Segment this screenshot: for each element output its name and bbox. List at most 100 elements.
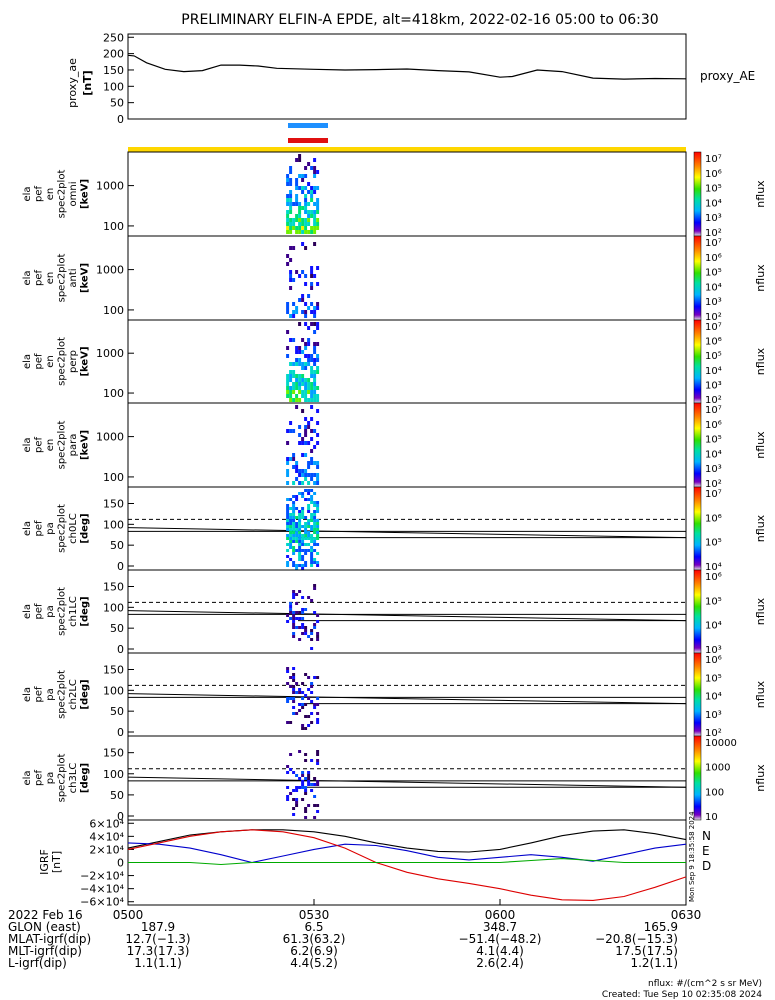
spectrogram-pixel bbox=[295, 158, 299, 162]
spectrogram-pixel bbox=[316, 370, 320, 374]
orbit-value: −51.4(−48.2) bbox=[459, 932, 542, 946]
spectrogram-pixel bbox=[295, 531, 299, 534]
spectrogram-pixel bbox=[286, 226, 290, 230]
panel-frame bbox=[127, 652, 687, 737]
spectrogram-pixel bbox=[289, 697, 293, 700]
spectrogram-pixel bbox=[301, 549, 305, 552]
spectrogram-pixel bbox=[316, 354, 320, 358]
spectrogram-pixel bbox=[295, 798, 299, 801]
spectrogram-pixel bbox=[289, 602, 293, 605]
spectrogram-pixel bbox=[289, 198, 293, 202]
spectrogram-pixel bbox=[316, 537, 320, 540]
spectrogram-pixel bbox=[304, 608, 308, 611]
spectrogram-pixel bbox=[304, 759, 308, 762]
spectrogram-pixel bbox=[313, 510, 317, 513]
spectrogram-pixel bbox=[304, 632, 308, 635]
spectrogram-pixel bbox=[310, 537, 314, 540]
spectrogram-pixel bbox=[298, 425, 302, 429]
spectrogram-pixel bbox=[289, 507, 293, 510]
spectrogram-pixel bbox=[304, 429, 308, 433]
spectrogram-pixel bbox=[292, 691, 296, 694]
spectrogram-pixel bbox=[301, 783, 305, 786]
time-tick-label: 0630 bbox=[671, 908, 702, 922]
spectrogram-pixel bbox=[301, 780, 305, 783]
orbit-value: 17.5(17.5) bbox=[615, 944, 678, 958]
spectrogram-pixel bbox=[310, 382, 314, 386]
spectrogram-pixel bbox=[310, 354, 314, 358]
spectrogram-pixel bbox=[289, 390, 293, 394]
panel-ylabel: en bbox=[45, 272, 56, 285]
spectrogram-pixel bbox=[316, 306, 320, 310]
spectrogram-pixel bbox=[304, 394, 308, 398]
spectrogram-pixel bbox=[298, 531, 302, 534]
spectrogram-pixel bbox=[286, 254, 290, 258]
spectrogram-pixel bbox=[307, 783, 311, 786]
spectrogram-pixel bbox=[304, 314, 308, 318]
spectrogram-pixel bbox=[301, 691, 305, 694]
colorbar-tick-label: 10³ bbox=[705, 464, 722, 475]
spectrogram-pixel bbox=[310, 394, 314, 398]
spectrogram-pixel bbox=[301, 298, 305, 302]
spectrogram-pixel bbox=[304, 753, 308, 756]
igrf-ytick-label: 4×10⁴ bbox=[89, 830, 124, 843]
spectrogram-pixel bbox=[316, 750, 320, 753]
spectrogram-pixel bbox=[313, 549, 317, 552]
spectrogram-pixel bbox=[295, 202, 299, 206]
spectrogram-pixel bbox=[307, 507, 311, 510]
spectrogram-pixel bbox=[304, 210, 308, 214]
spectrogram-pixel bbox=[304, 792, 308, 795]
spectrogram-pixel bbox=[304, 525, 308, 528]
spectrogram-pixel bbox=[289, 270, 293, 274]
ae-ytick-label: 250 bbox=[103, 31, 124, 44]
spectrogram-pixel bbox=[289, 386, 293, 390]
spectrogram-pixel bbox=[310, 495, 314, 498]
spectrogram-pixel bbox=[295, 564, 299, 567]
spectrogram-pixel bbox=[301, 697, 305, 700]
spectrogram-pixel bbox=[295, 270, 299, 274]
spectrogram-pixel bbox=[298, 230, 302, 234]
spectrogram-pixel bbox=[304, 274, 308, 278]
spectrogram-pixel bbox=[292, 519, 296, 522]
spectrogram-pixel bbox=[289, 226, 293, 230]
orbit-value: 6.2(6.9) bbox=[290, 944, 338, 958]
spectrogram-pixel bbox=[292, 789, 296, 792]
panel-ylabel: pa bbox=[45, 688, 56, 700]
spectrogram-pixel bbox=[313, 230, 317, 234]
spectrogram-pixel bbox=[295, 350, 299, 354]
spectrogram-pixel bbox=[286, 218, 290, 222]
ae-ytick-label: 150 bbox=[103, 64, 124, 77]
spectrogram-pixel bbox=[298, 386, 302, 390]
spectrogram-pixel bbox=[286, 354, 290, 358]
spectrogram-pixel bbox=[298, 174, 302, 178]
spectrogram-pixel bbox=[301, 798, 305, 801]
panel-ylabel: spec2plot bbox=[57, 754, 68, 803]
spectrogram-pixel bbox=[307, 222, 311, 226]
spectrogram-pixel bbox=[298, 510, 302, 513]
spectrogram-pixel bbox=[298, 552, 302, 555]
igrf-ylabel: IGRF bbox=[38, 849, 51, 875]
panel-ylabel: spec2plot bbox=[57, 587, 68, 636]
spectrogram-pixel bbox=[304, 552, 308, 555]
panel-ytick-label: 100 bbox=[103, 387, 124, 400]
spectrogram-pixel bbox=[310, 194, 314, 198]
spectrogram-pixel bbox=[310, 759, 314, 762]
panel-ylabel: ela bbox=[22, 770, 33, 785]
spectrogram-pixel bbox=[313, 626, 317, 629]
row-label: L-igrf(dip) bbox=[8, 956, 67, 970]
panel-ylabel: perp bbox=[68, 350, 79, 373]
ae-ytick-label: 50 bbox=[110, 97, 124, 110]
spectrogram-pixel bbox=[310, 270, 314, 274]
panel-frame bbox=[127, 319, 687, 404]
spectrogram-pixel bbox=[289, 429, 293, 433]
spectrogram-pixel bbox=[310, 558, 314, 561]
panel-ytick-label: 100 bbox=[103, 304, 124, 317]
panel-ylabel: pa bbox=[45, 522, 56, 534]
spectrogram-pixel bbox=[307, 724, 311, 727]
spectrogram-pixel bbox=[295, 789, 299, 792]
spectrogram-pixel bbox=[304, 282, 308, 286]
spectrogram-pixel bbox=[304, 346, 308, 350]
spectrogram-pixel bbox=[292, 246, 296, 250]
spectrogram-pixel bbox=[304, 226, 308, 230]
spectrogram-pixel bbox=[304, 816, 308, 819]
